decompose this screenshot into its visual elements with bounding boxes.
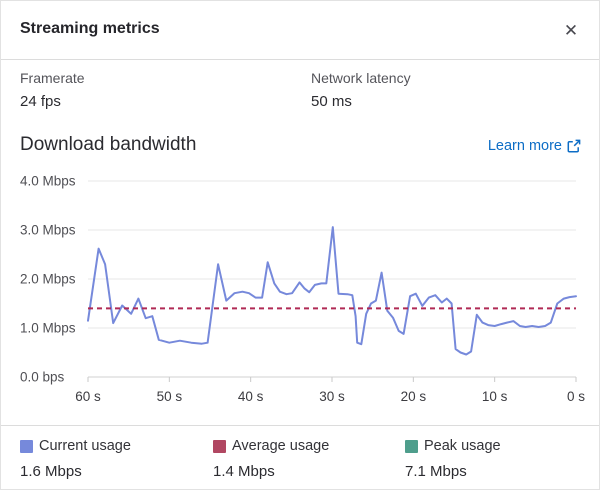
legend-average-usage: Average usage 1.4 Mbps <box>213 438 329 480</box>
x-tick-label: 50 s <box>157 389 183 404</box>
metric-value: 24 fps <box>20 93 61 110</box>
y-tick-label: 0.0 bps <box>20 370 65 385</box>
current-usage-line <box>87 226 577 356</box>
metric-value: 50 ms <box>311 93 352 110</box>
x-tick-label: 30 s <box>319 389 345 404</box>
current-usage-swatch-icon <box>20 439 33 453</box>
legend-current-usage: Current usage 1.6 Mbps <box>20 438 131 480</box>
x-tick-label: 40 s <box>238 389 264 404</box>
learn-more-link[interactable]: Learn more <box>488 138 581 154</box>
y-tick-label: 1.0 Mbps <box>20 321 76 336</box>
y-tick-label: 3.0 Mbps <box>20 223 76 238</box>
external-link-icon <box>567 139 581 153</box>
legend-divider <box>1 425 599 426</box>
legend-peak-usage: Peak usage 7.1 Mbps <box>405 438 501 480</box>
y-tick-label: 2.0 Mbps <box>20 272 76 287</box>
metric-label: Framerate <box>20 70 85 86</box>
bandwidth-chart: 4.0 Mbps 3.0 Mbps 2.0 Mbps 1.0 Mbps 0.0 bps 6… <box>20 174 585 405</box>
learn-more-label: Learn more <box>487 138 562 154</box>
dialog-header: Streaming metrics ✕ <box>1 1 599 60</box>
x-tick-label: 0 s <box>567 389 585 404</box>
legend-label: Peak usage <box>424 438 501 454</box>
average-usage-swatch-icon <box>213 439 226 453</box>
legend-label: Current usage <box>39 438 131 454</box>
legend-value: 7.1 Mbps <box>405 463 467 480</box>
x-tick-label: 10 s <box>482 389 508 404</box>
metric-framerate: Framerate 24 fps <box>20 69 85 112</box>
legend-label: Average usage <box>232 438 330 454</box>
dialog-title: Streaming metrics <box>20 20 160 37</box>
peak-usage-swatch-icon <box>405 439 418 453</box>
y-tick-label: 4.0 Mbps <box>20 174 76 189</box>
legend-value: 1.4 Mbps <box>213 463 275 480</box>
metric-network-latency: Network latency 50 ms <box>311 69 411 112</box>
close-icon[interactable]: ✕ <box>557 17 585 45</box>
x-tick-label: 60 s <box>75 389 101 404</box>
legend-value: 1.6 Mbps <box>20 463 82 480</box>
x-tick-label: 20 s <box>401 389 427 404</box>
section-title: Download bandwidth <box>20 134 197 155</box>
metric-label: Network latency <box>311 70 411 86</box>
